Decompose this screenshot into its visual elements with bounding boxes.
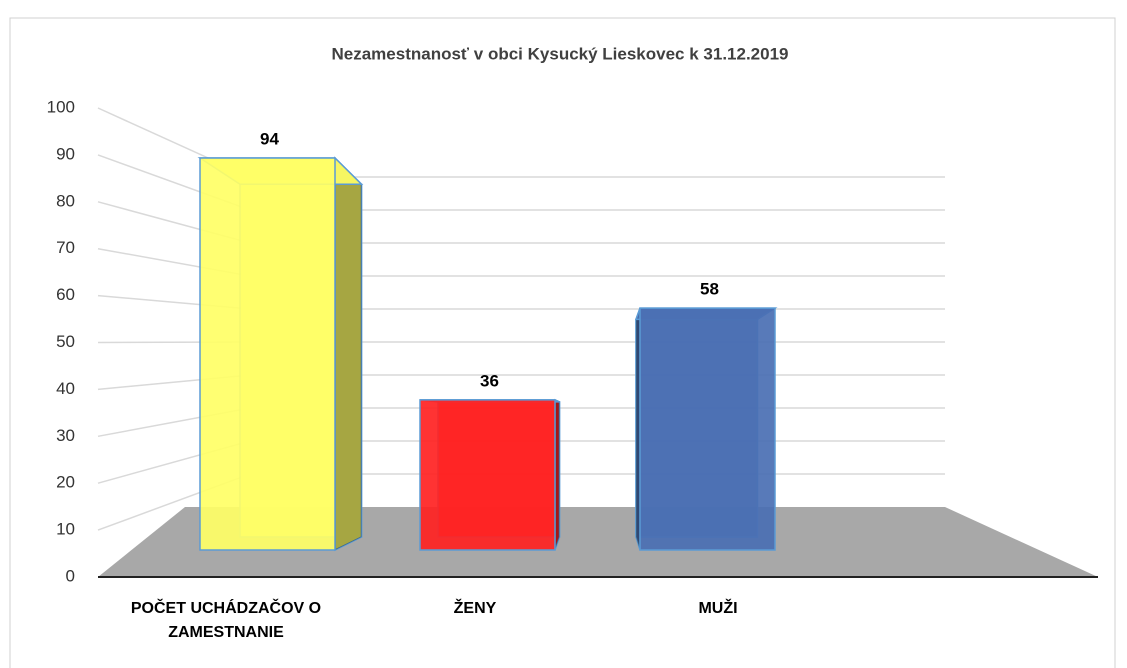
bar-side-shade <box>636 308 640 550</box>
x-tick-label: ŽENY <box>453 600 497 617</box>
y-tick-label: 40 <box>56 379 75 398</box>
bar <box>197 156 364 552</box>
bar-front <box>639 307 776 551</box>
y-tick-label: 70 <box>56 238 75 257</box>
bar-front <box>199 157 336 551</box>
bar <box>419 398 561 551</box>
y-tick-label: 20 <box>56 473 75 492</box>
y-tick-label: 50 <box>56 332 75 351</box>
data-label: 58 <box>700 280 719 299</box>
data-label: 94 <box>260 130 279 149</box>
data-label: 36 <box>480 371 499 390</box>
bar-side-shade <box>335 158 362 550</box>
bar-front <box>419 399 556 551</box>
y-tick-label: 100 <box>47 97 75 116</box>
x-tick-label: MUŽI <box>698 600 738 617</box>
bar-side-shade <box>555 399 560 550</box>
bar <box>634 307 778 551</box>
x-tick-label: POČET UCHÁDZAČOV O ZAMESTNANIE <box>130 600 322 641</box>
y-tick-label: 80 <box>56 191 75 210</box>
y-tick-label: 0 <box>66 566 75 585</box>
y-tick-label: 90 <box>56 144 75 163</box>
y-tick-label: 60 <box>56 285 75 304</box>
y-tick-label: 10 <box>56 520 75 539</box>
y-tick-label: 30 <box>56 426 75 445</box>
chart-title: Nezamestnanosť v obci Kysucký Lieskovec … <box>331 44 788 63</box>
